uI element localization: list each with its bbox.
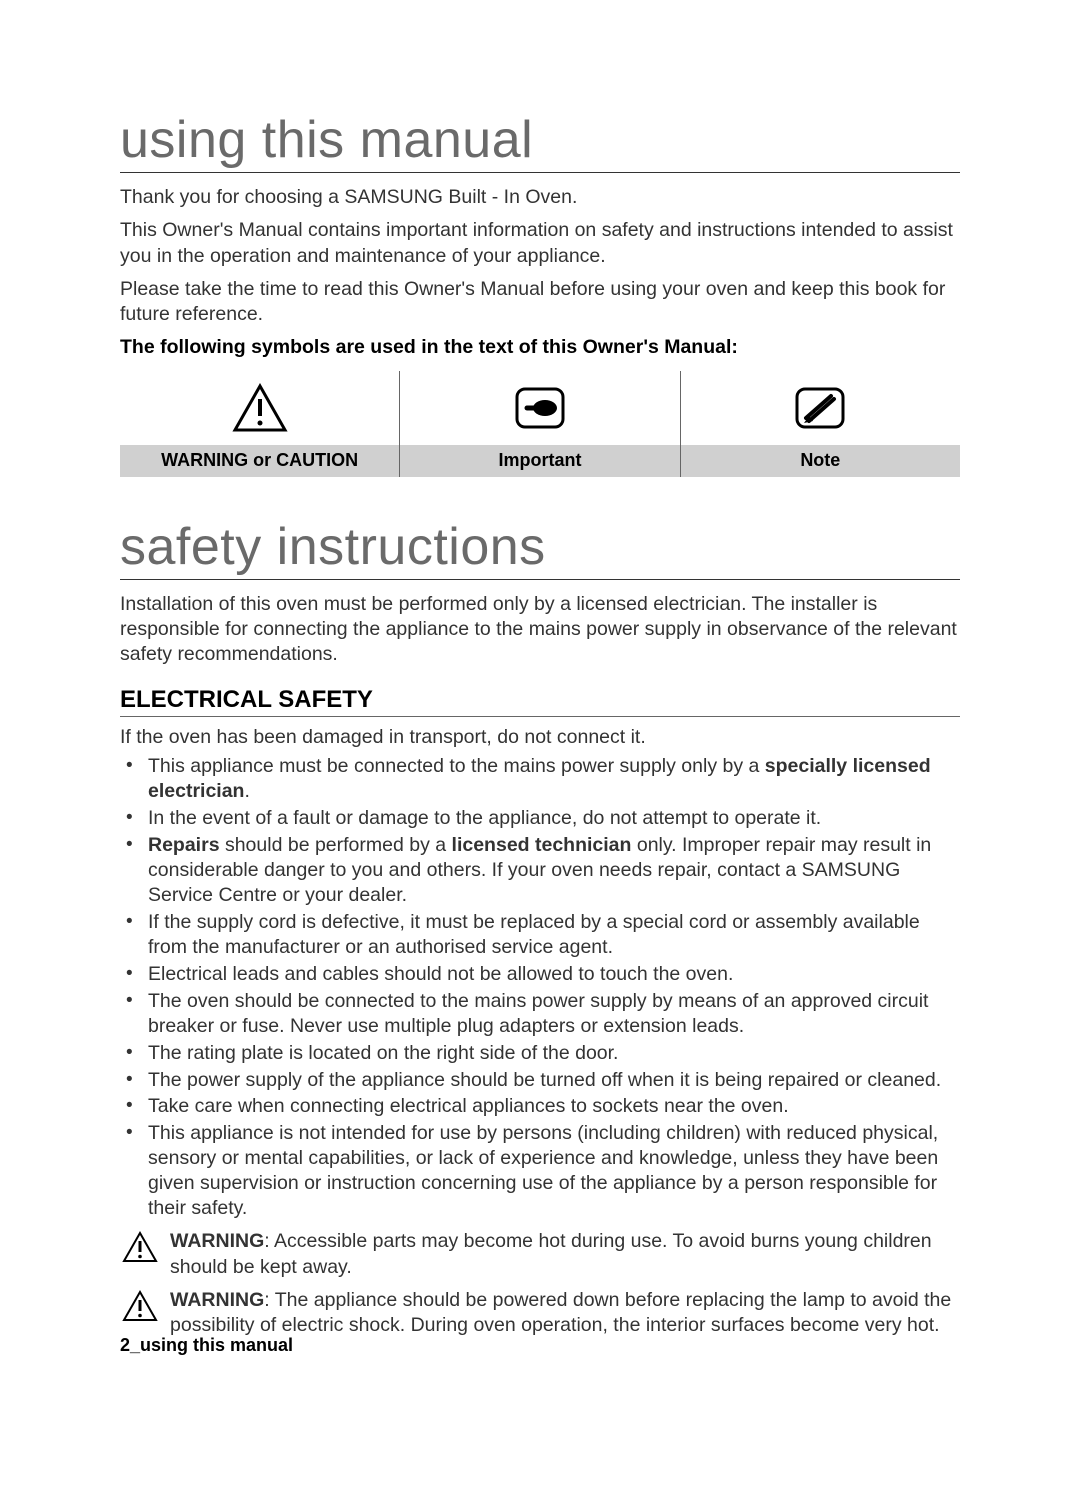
intro-p3: Please take the time to read this Owner'… xyxy=(120,277,960,328)
bullet-6: The oven should be connected to the main… xyxy=(148,989,960,1039)
intro-p2: This Owner's Manual contains important i… xyxy=(120,218,960,269)
bullet-7: The rating plate is located on the right… xyxy=(148,1041,960,1066)
footer-page-number: 2 xyxy=(120,1335,130,1355)
warning-row-1: WARNING: Accessible parts may become hot… xyxy=(120,1229,960,1280)
bullet-9: Take care when connecting electrical app… xyxy=(148,1094,960,1119)
footer-label: _using this manual xyxy=(130,1335,293,1355)
warning-2-body: : The appliance should be powered down b… xyxy=(170,1289,951,1336)
symbol-label-important: Important xyxy=(400,445,679,477)
bullet-1: This appliance must be connected to the … xyxy=(148,754,960,804)
warning-1-body: : Accessible parts may become hot during… xyxy=(170,1230,932,1277)
note-pencil-icon xyxy=(681,371,960,445)
bullet-1-post: . xyxy=(244,780,249,802)
subheading-electrical: ELECTRICAL SAFETY xyxy=(120,686,960,717)
safety-intro: Installation of this oven must be perfor… xyxy=(120,592,960,668)
bullet-8: The power supply of the appliance should… xyxy=(148,1068,960,1093)
bullet-2: In the event of a fault or damage to the… xyxy=(148,806,960,831)
symbol-label-warning: WARNING or CAUTION xyxy=(120,445,399,477)
warning-triangle-small-icon xyxy=(122,1290,158,1327)
intro-p4-bold: The following symbols are used in the te… xyxy=(120,336,960,359)
symbol-col-note: Note xyxy=(680,371,960,477)
bullet-3-mid: should be performed by a xyxy=(220,834,452,856)
warning-row-2: WARNING: The appliance should be powered… xyxy=(120,1288,960,1339)
warning-1-bold: WARNING xyxy=(170,1230,264,1252)
symbol-col-warning: WARNING or CAUTION xyxy=(120,371,399,477)
symbol-col-important: Important xyxy=(399,371,679,477)
electrical-lead: If the oven has been damaged in transpor… xyxy=(120,725,960,750)
important-hand-icon xyxy=(400,371,679,445)
page-footer: 2_using this manual xyxy=(120,1335,293,1356)
warning-2-bold: WARNING xyxy=(170,1289,264,1311)
section-title-using: using this manual xyxy=(120,110,960,173)
electrical-bullets: This appliance must be connected to the … xyxy=(120,754,960,1221)
bullet-3: Repairs should be performed by a license… xyxy=(148,833,960,908)
symbol-table: WARNING or CAUTION Important Note xyxy=(120,371,960,477)
warning-2-text: WARNING: The appliance should be powered… xyxy=(170,1288,960,1339)
section-title-safety: safety instructions xyxy=(120,517,960,580)
symbol-label-note: Note xyxy=(681,445,960,477)
bullet-10: This appliance is not intended for use b… xyxy=(148,1121,960,1221)
bullet-3-bold2: licensed technician xyxy=(452,834,632,856)
bullet-5: Electrical leads and cables should not b… xyxy=(148,962,960,987)
intro-p1: Thank you for choosing a SAMSUNG Built -… xyxy=(120,185,960,210)
warning-1-text: WARNING: Accessible parts may become hot… xyxy=(170,1229,960,1280)
bullet-1-pre: This appliance must be connected to the … xyxy=(148,755,765,777)
bullet-3-bold1: Repairs xyxy=(148,834,220,856)
warning-triangle-small-icon xyxy=(122,1231,158,1268)
bullet-4: If the supply cord is defective, it must… xyxy=(148,910,960,960)
warning-triangle-icon xyxy=(120,371,399,445)
